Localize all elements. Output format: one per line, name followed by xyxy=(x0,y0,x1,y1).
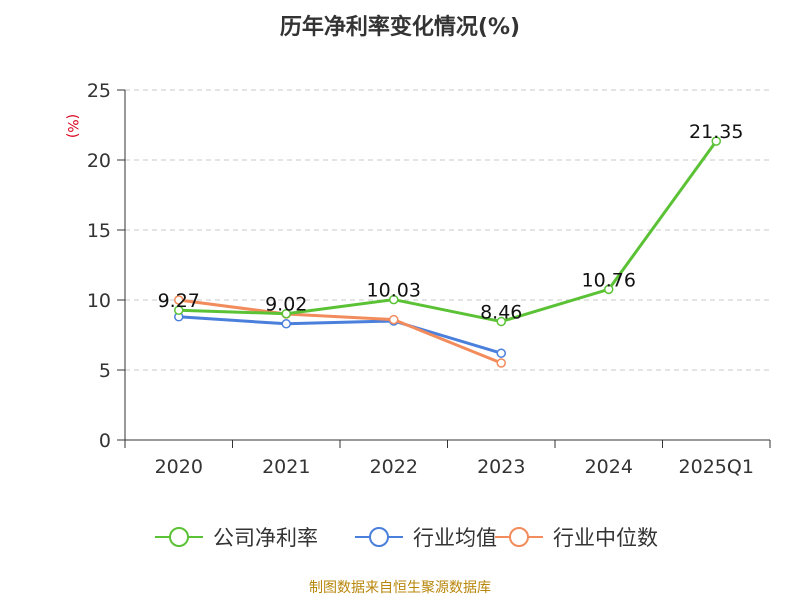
y-tick-label: 5 xyxy=(99,360,111,382)
grid-lines xyxy=(125,89,770,371)
y-tick-label: 20 xyxy=(87,150,111,172)
y-tick-label: 10 xyxy=(87,290,111,312)
data-point xyxy=(496,348,506,358)
data-label: 8.46 xyxy=(480,302,522,324)
x-tick-label: 2021 xyxy=(262,456,310,478)
data-point xyxy=(389,314,399,325)
y-tick-label: 25 xyxy=(87,80,111,102)
data-point xyxy=(604,284,614,295)
series-lines xyxy=(174,136,721,368)
source-footer: 制图数据来自恒生聚源数据库 xyxy=(309,580,491,596)
data-point xyxy=(496,316,506,327)
data-label: 10.76 xyxy=(582,269,636,291)
y-axis-label: (%) xyxy=(64,114,80,138)
data-point xyxy=(389,294,399,305)
legend: 公司净利率 行业均值 行业中位数 xyxy=(155,526,658,550)
data-label: 9.02 xyxy=(265,294,307,316)
legend-label: 行业中位数 xyxy=(553,526,658,550)
x-tick-label: 2025Q1 xyxy=(679,456,754,478)
data-point xyxy=(496,358,506,368)
data-label: 9.27 xyxy=(158,290,200,312)
data-point xyxy=(711,136,721,146)
x-tick-label: 2023 xyxy=(477,456,525,478)
series-line xyxy=(177,298,503,365)
data-point xyxy=(174,295,184,305)
legend-marker xyxy=(509,527,529,547)
legend-marker xyxy=(169,527,189,547)
x-tick-label: 2024 xyxy=(585,456,633,478)
chart-title: 历年净利率变化情况(%) xyxy=(280,14,520,40)
axes: 0 5 10 15 20 25 2020 2021 2022 2023 2024 2025Q1 xyxy=(87,80,771,478)
x-tick-label: 2020 xyxy=(155,456,203,478)
data-label: 10.03 xyxy=(367,280,421,302)
legend-item: 行业中位数 xyxy=(495,526,658,550)
y-tick-label: 0 xyxy=(99,430,111,452)
data-point xyxy=(281,308,291,319)
legend-item: 行业均值 xyxy=(355,526,497,550)
legend-marker xyxy=(369,527,389,547)
legend-label: 公司净利率 xyxy=(213,526,318,550)
legend-item: 公司净利率 xyxy=(155,526,318,550)
data-point xyxy=(174,305,184,315)
series-line xyxy=(177,139,718,324)
data-labels: 9.27 9.02 10.03 8.46 10.76 21.35 xyxy=(158,121,744,323)
data-label: 21.35 xyxy=(689,121,743,143)
series-line xyxy=(177,315,503,355)
data-point xyxy=(281,319,291,329)
legend-label: 行业均值 xyxy=(413,526,497,550)
y-tick-label: 15 xyxy=(87,220,111,242)
x-tick-label: 2022 xyxy=(370,456,418,478)
